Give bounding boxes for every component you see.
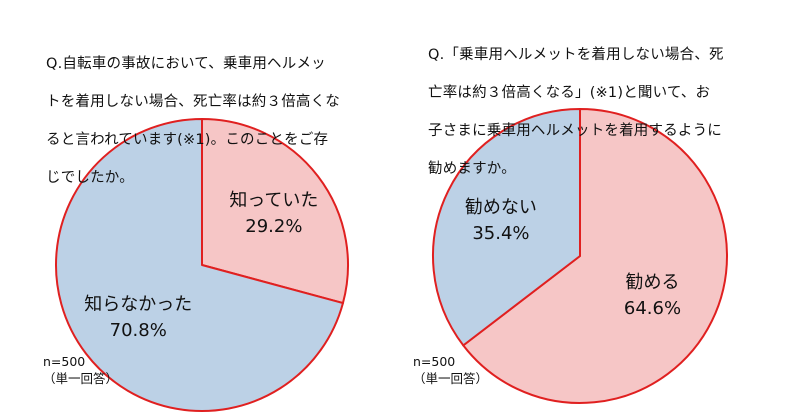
chart-panel-right: 勧める 64.6% 勧めない 35.4% Q.「乗車用ヘルメットを着用しない場合、死 …	[400, 0, 800, 419]
pie-slice	[201, 118, 349, 305]
title-line: じでしたか。	[46, 170, 134, 186]
pie-slice	[432, 108, 581, 347]
slice-label: 勧めない	[465, 197, 537, 218]
title-line: Q.自転車の事故において、乗車用ヘルメッ	[46, 56, 326, 72]
pie-slice	[462, 108, 728, 404]
chart-title-left: Q.自転車の事故において、乗車用ヘルメッ トを着用しない場合、死亡率は約３倍高く…	[46, 36, 376, 188]
slice-value-label: 64.6%	[624, 298, 681, 319]
slice-value-label: 29.2%	[245, 216, 302, 237]
title-line: 子さまに乗車用ヘルメットを着用するように	[428, 123, 722, 139]
title-line: Q.「乗車用ヘルメットを着用しない場合、死	[428, 47, 724, 63]
sample-note-left: n=500 （単一回答）	[43, 354, 119, 386]
sample-note-right: n=500 （単一回答）	[413, 354, 489, 386]
pie-chart-right: 勧める 64.6% 勧めない 35.4%	[432, 108, 728, 404]
title-line: 勧めますか。	[428, 161, 516, 177]
title-line: 亡率は約３倍高くなる」(※1)と聞いて、お	[428, 85, 711, 101]
pie-slice	[55, 118, 344, 412]
title-line: トを着用しない場合、死亡率は約３倍高くな	[46, 94, 340, 110]
slice-label: 勧める	[625, 272, 679, 293]
chart-panel-left: 知っていた 29.2% 知らなかった 70.8% Q.自転車の事故において、乗車用ヘル…	[43, 36, 376, 412]
title-line: ると言われています(※1)。このことをご存	[46, 132, 329, 148]
slice-value-label: 70.8%	[110, 320, 167, 341]
pie-chart-left: 知っていた 29.2% 知らなかった 70.8%	[55, 118, 349, 412]
slice-label: 知っていた	[229, 190, 318, 211]
slice-label: 知らなかった	[84, 294, 192, 315]
slice-value-label: 35.4%	[472, 223, 529, 244]
chart-title-right: Q.「乗車用ヘルメットを着用しない場合、死 亡率は約３倍高くなる」(※1)と聞い…	[428, 27, 773, 179]
